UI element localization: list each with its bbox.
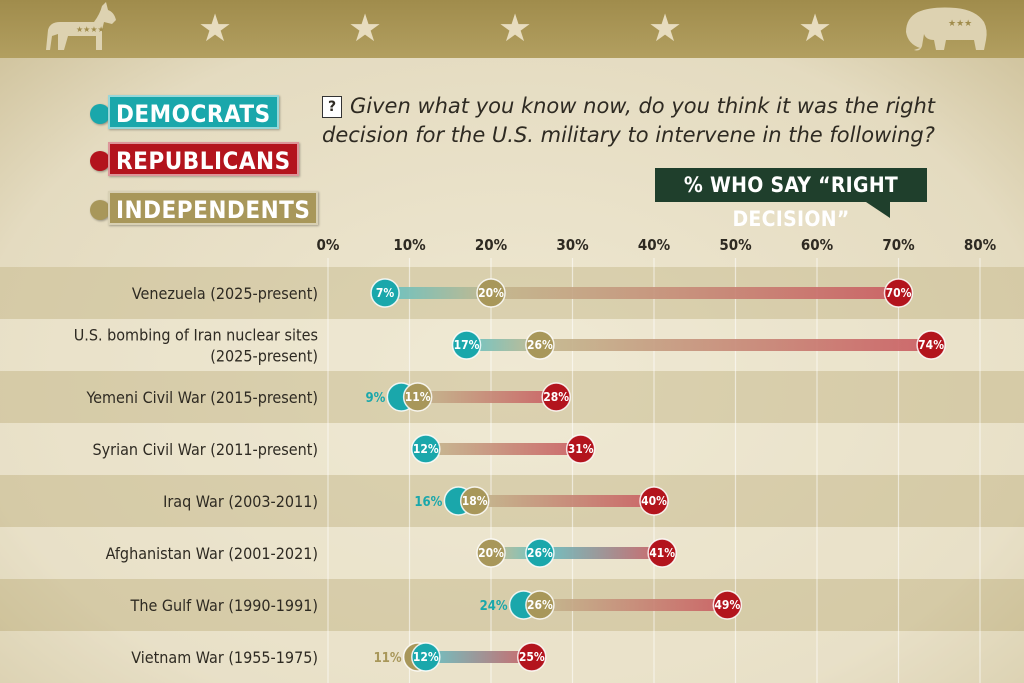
range-segment: [539, 339, 932, 351]
star-icon: ★: [497, 6, 533, 50]
category-label: Venezuela (2025-present): [132, 284, 318, 303]
republicans-value-label: 28%: [543, 390, 569, 404]
range-segment: [539, 599, 728, 611]
democrats-value-label: 17%: [454, 338, 480, 352]
elephant-icon: ★★★: [906, 7, 987, 51]
category-label: Yemeni Civil War (2015-present): [86, 388, 319, 407]
x-tick-label: 70%: [882, 236, 915, 254]
legend-label-democrats: DEMOCRATS: [108, 95, 279, 129]
star-icon: ★: [347, 6, 383, 50]
star-icon: ★: [647, 6, 683, 50]
republicans-dot: [647, 538, 677, 568]
x-tick-label: 10%: [393, 236, 426, 254]
independents-value-label: 26%: [527, 338, 553, 352]
republicans-value-label: 70%: [886, 286, 912, 300]
republicans-dot: [883, 278, 914, 308]
democrats-value-label: 16%: [414, 495, 442, 510]
republicans-dot: [517, 642, 547, 672]
legend-label-independents: INDEPENDENTS: [108, 191, 319, 225]
category-label: Vietnam War (1955-1975): [131, 648, 318, 667]
x-tick-label: 60%: [801, 236, 834, 254]
republicans-value-label: 25%: [519, 650, 545, 664]
democrats-value-label: 12%: [413, 650, 439, 664]
republicans-value-label: 41%: [649, 546, 675, 560]
democrats-value-label: 9%: [365, 391, 385, 406]
question-text: Given what you know now, do you think it…: [322, 94, 935, 147]
independents-dot-icon: [90, 200, 110, 220]
republicans-dot: [639, 486, 669, 516]
range-segment: [539, 547, 663, 559]
x-tick-label: 80%: [964, 236, 997, 254]
tag-pointer: [866, 202, 890, 218]
range-segment: [417, 391, 557, 403]
range-segment: [474, 495, 654, 507]
x-tick-label: 20%: [475, 236, 508, 254]
democrats-dot: [411, 642, 441, 672]
democrats-dot: [411, 434, 441, 464]
right-decision-tag: % WHO SAY “RIGHT DECISION”: [655, 168, 927, 231]
republicans-value-label: 49%: [714, 598, 740, 612]
star-icon: ★: [197, 6, 233, 50]
republicans-dot: [916, 330, 946, 360]
category-label: (2025-present): [210, 347, 318, 366]
range-segment: [425, 443, 581, 455]
category-label: U.S. bombing of Iran nuclear sites: [74, 326, 318, 345]
independents-value-label: 11%: [405, 390, 431, 404]
democrats-dot: [370, 278, 400, 308]
category-label: Afghanistan War (2001-2021): [106, 544, 318, 563]
x-tick-label: 50%: [719, 236, 752, 254]
independents-value-label: 11%: [374, 651, 402, 666]
independents-dot: [525, 590, 555, 620]
independents-dot: [476, 278, 506, 308]
x-tick-label: 30%: [556, 236, 589, 254]
category-label: Iraq War (2003-2011): [163, 492, 318, 511]
independents-dot: [402, 382, 433, 412]
independents-dot: [459, 486, 490, 516]
democrats-value-label: 12%: [413, 442, 439, 456]
republicans-dot-icon: [90, 151, 110, 171]
question-icon: ?: [322, 96, 342, 118]
independents-value-label: 18%: [462, 494, 488, 508]
democrats-value-label: 24%: [480, 599, 508, 614]
republicans-dot: [565, 434, 596, 464]
legend-label-republicans: REPUBLICANS: [108, 142, 299, 176]
x-tick-label: 0%: [317, 236, 340, 254]
independents-value-label: 20%: [478, 546, 504, 560]
democrats-value-label: 7%: [376, 286, 395, 300]
range-segment: [466, 339, 540, 351]
range-segment: [425, 651, 532, 663]
star-icon: ★: [797, 6, 833, 50]
republicans-dot: [541, 382, 571, 412]
republicans-value-label: 31%: [568, 442, 594, 456]
democrats-dot: [525, 538, 555, 568]
donkey-icon: ★★★★: [46, 2, 116, 50]
independents-value-label: 20%: [478, 286, 504, 300]
independents-value-label: 26%: [527, 598, 553, 612]
survey-question: ? Given what you know now, do you think i…: [322, 92, 962, 150]
category-label: Syrian Civil War (2011-present): [93, 440, 318, 459]
top-banner: ★★★★ ★ ★ ★ ★ ★ ★★★: [0, 0, 1024, 58]
x-tick-label: 40%: [638, 236, 671, 254]
democrats-value-label: 26%: [527, 546, 553, 560]
range-segment: [491, 287, 899, 299]
svg-text:★★★★: ★★★★: [76, 25, 105, 34]
democrats-dot: [451, 330, 482, 360]
svg-text:★★★: ★★★: [948, 19, 972, 29]
republicans-value-label: 40%: [641, 494, 667, 508]
range-segment: [385, 287, 491, 299]
republicans-value-label: 74%: [918, 338, 944, 352]
republicans-dot: [712, 590, 743, 620]
independents-dot: [476, 538, 506, 568]
category-label: The Gulf War (1990-1991): [130, 596, 318, 615]
democrats-dot-icon: [90, 104, 110, 124]
independents-dot: [525, 330, 555, 360]
